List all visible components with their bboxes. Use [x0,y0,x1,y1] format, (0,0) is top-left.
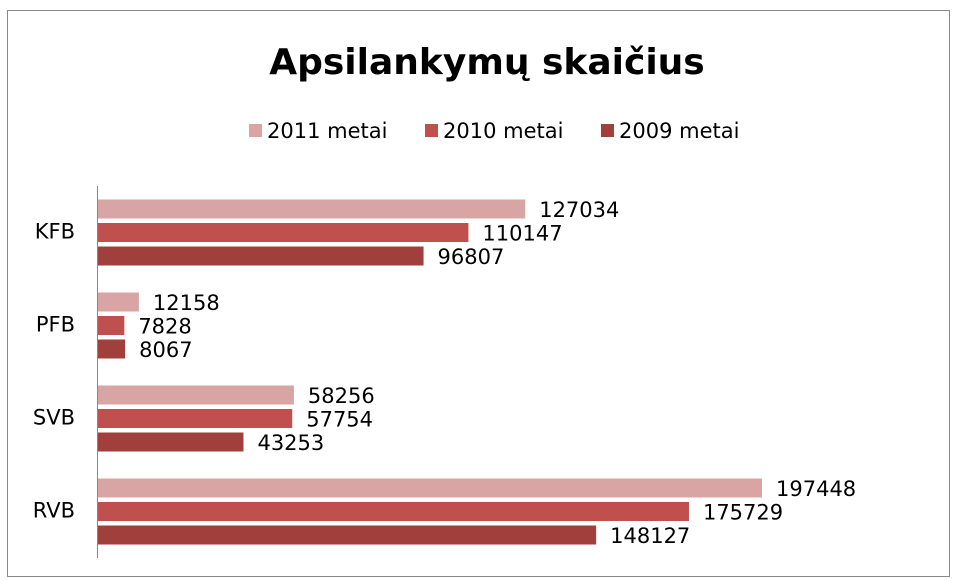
data-label: 58256 [308,384,375,408]
data-label: 57754 [306,408,373,432]
data-label: 110147 [482,222,562,246]
bar [98,246,424,266]
y-tick-label: KFB [35,220,75,244]
legend-label: 2010 metai [443,119,563,143]
legend-label: 2011 metai [267,119,387,143]
bar [98,339,126,359]
data-label: 8067 [139,338,192,362]
bar [98,502,689,521]
bar [98,223,469,242]
bar [98,385,294,405]
bar [98,292,139,312]
legend-swatch [425,124,438,137]
data-label: 7828 [138,315,191,339]
bar [98,478,762,498]
bar [98,409,293,428]
y-tick-label: RVB [33,499,75,523]
bar [98,316,125,335]
data-label: 175729 [703,501,783,525]
y-tick-label: SVB [33,406,75,430]
data-label: 197448 [776,477,856,501]
legend-label: 2009 metai [619,119,739,143]
data-label: 43253 [257,431,324,455]
data-label: 127034 [539,198,619,222]
data-label: 12158 [153,291,220,315]
legend-swatch [249,124,262,137]
data-label: 148127 [610,524,690,548]
data-label: 96807 [438,245,505,269]
bar [98,525,597,545]
y-tick-label: PFB [36,313,75,337]
bar [98,199,526,219]
legend-swatch [601,124,614,137]
chart-title: Apsilankymų skaičius [269,42,704,83]
bar [98,432,244,452]
